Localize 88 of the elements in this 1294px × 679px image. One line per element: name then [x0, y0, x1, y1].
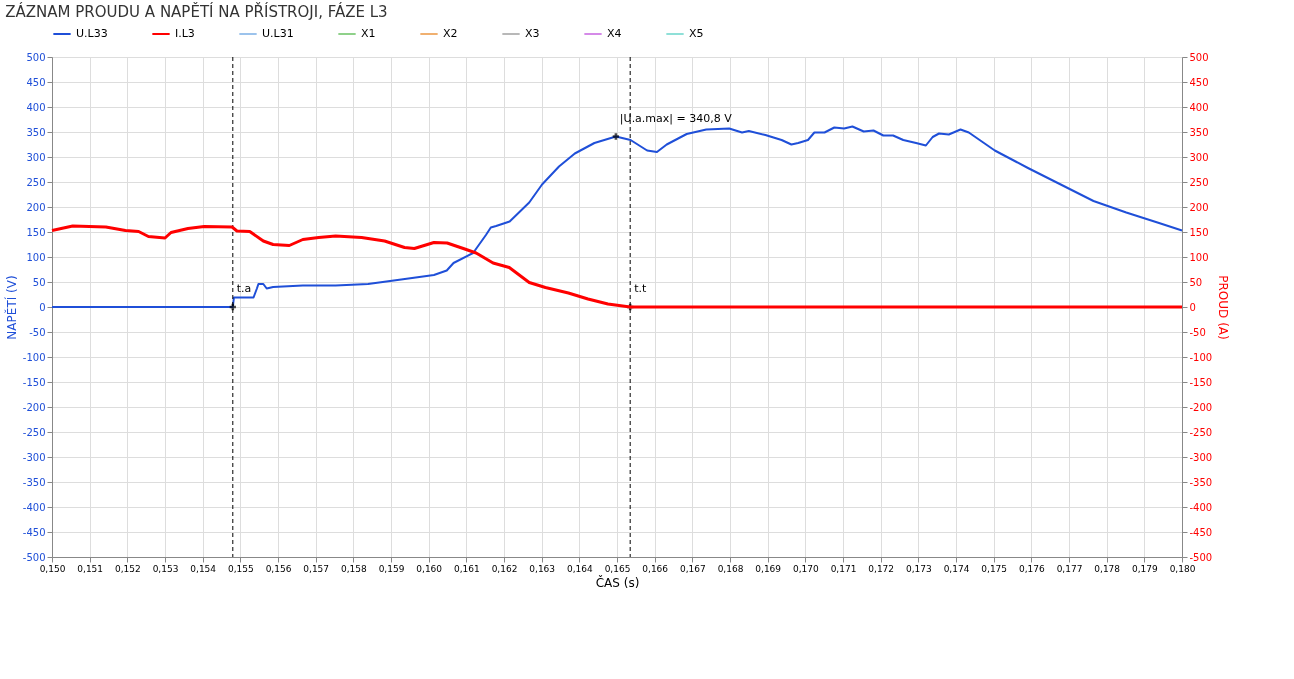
y2-tick-label: -350 — [1189, 476, 1213, 488]
x-axis-title: ČAS (s) — [595, 574, 640, 590]
x-tick-label: 0,172 — [868, 563, 895, 574]
y2-tick-label: -400 — [1189, 501, 1213, 513]
x-tick-label: 0,161 — [453, 563, 480, 574]
x-tick-label: 0,154 — [190, 563, 217, 574]
y2-tick-label: -500 — [1189, 551, 1213, 563]
x-tick-label: 0,153 — [152, 563, 179, 574]
legend-label: X2 — [443, 27, 458, 40]
legend-label: I.L3 — [175, 27, 195, 40]
annotation: t.t — [634, 282, 647, 295]
y-tick-label: 200 — [26, 201, 46, 213]
y2-axis-title: PROUD (A) — [1216, 275, 1231, 340]
x-tick-label: 0,152 — [114, 563, 141, 574]
y2-tick-label: 100 — [1189, 251, 1209, 263]
x-tick-label: 0,171 — [830, 563, 857, 574]
y-tick-label: 0 — [39, 301, 46, 313]
x-tick-label: 0,166 — [642, 563, 669, 574]
y-tick-label: -50 — [29, 326, 46, 338]
x-tick-label: 0,178 — [1094, 563, 1121, 574]
annotation: t.a — [236, 282, 252, 295]
x-tick-label: 0,169 — [755, 563, 782, 574]
y2-tick-label: -150 — [1189, 376, 1213, 388]
y2-tick-label: 250 — [1189, 176, 1209, 188]
y2-tick-label: 300 — [1189, 151, 1209, 163]
y-tick-label: -400 — [22, 501, 46, 513]
x-tick-label: 0,174 — [943, 563, 970, 574]
y-tick-label: 350 — [26, 126, 46, 138]
y-tick-label: 300 — [26, 151, 46, 163]
x-tick-label: 0,170 — [792, 563, 819, 574]
x-tick-label: 0,150 — [39, 563, 66, 574]
y-tick-label: 150 — [26, 226, 46, 238]
y2-tick-label: -250 — [1189, 426, 1213, 438]
y-axis-title: NAPĚTÍ (V) — [3, 275, 19, 340]
x-tick-label: 0,180 — [1169, 563, 1196, 574]
y2-tick-label: 200 — [1189, 201, 1209, 213]
y-tick-label: 250 — [26, 176, 46, 188]
x-tick-label: 0,157 — [303, 563, 330, 574]
legend-label: X3 — [525, 27, 540, 40]
legend-label: X4 — [607, 27, 622, 40]
y2-tick-label: -50 — [1189, 326, 1206, 338]
x-tick-label: 0,156 — [265, 563, 292, 574]
x-tick-label: 0,160 — [416, 563, 443, 574]
x-tick-label: 0,163 — [529, 563, 556, 574]
y-tick-label: -300 — [22, 451, 46, 463]
y-tick-label: 100 — [26, 251, 46, 263]
x-tick-label: 0,177 — [1056, 563, 1083, 574]
x-tick-label: 0,165 — [604, 563, 631, 574]
y2-tick-label: -450 — [1189, 526, 1213, 538]
x-tick-label: 0,175 — [981, 563, 1008, 574]
x-tick-label: 0,167 — [679, 563, 706, 574]
x-tick-label: 0,159 — [378, 563, 405, 574]
x-tick-label: 0,176 — [1018, 563, 1045, 574]
y2-tick-label: -100 — [1189, 351, 1213, 363]
y-tick-label: 500 — [26, 51, 46, 63]
y-tick-label: -450 — [22, 526, 46, 538]
y2-tick-label: 400 — [1189, 101, 1209, 113]
y2-tick-label: 500 — [1189, 51, 1209, 63]
y-tick-label: -200 — [22, 401, 46, 413]
y2-tick-label: 50 — [1189, 276, 1203, 288]
y-tick-label: 50 — [32, 276, 46, 288]
x-tick-label: 0,155 — [227, 563, 254, 574]
y-tick-label: -100 — [22, 351, 46, 363]
annotation: |U.a.max| = 340,8 V — [619, 111, 733, 125]
legend-label: U.L31 — [262, 27, 294, 40]
y2-tick-label: -200 — [1189, 401, 1213, 413]
y-tick-label: -150 — [22, 376, 46, 388]
y-tick-label: 450 — [26, 76, 46, 88]
y-tick-label: 400 — [26, 101, 46, 113]
x-tick-label: 0,168 — [717, 563, 744, 574]
x-tick-label: 0,162 — [491, 563, 518, 574]
y-tick-label: -350 — [22, 476, 46, 488]
y-tick-label: -500 — [22, 551, 46, 563]
y2-tick-label: 150 — [1189, 226, 1209, 238]
y2-tick-label: 0 — [1189, 301, 1196, 313]
x-tick-label: 0,164 — [566, 563, 593, 574]
x-tick-label: 0,179 — [1131, 563, 1158, 574]
x-tick-label: 0,158 — [340, 563, 367, 574]
y2-tick-label: -300 — [1189, 451, 1213, 463]
y2-tick-label: 450 — [1189, 76, 1209, 88]
x-tick-label: 0,173 — [905, 563, 932, 574]
y2-tick-label: 350 — [1189, 126, 1209, 138]
legend-label: U.L33 — [76, 27, 108, 40]
y-tick-label: -250 — [22, 426, 46, 438]
x-tick-label: 0,151 — [77, 563, 104, 574]
chart-title: ZÁZNAM PROUDU A NAPĚTÍ NA PŘÍSTROJI, FÁZE L3 — [5, 2, 388, 21]
legend-label: X5 — [689, 27, 704, 40]
legend-label: X1 — [361, 27, 376, 40]
